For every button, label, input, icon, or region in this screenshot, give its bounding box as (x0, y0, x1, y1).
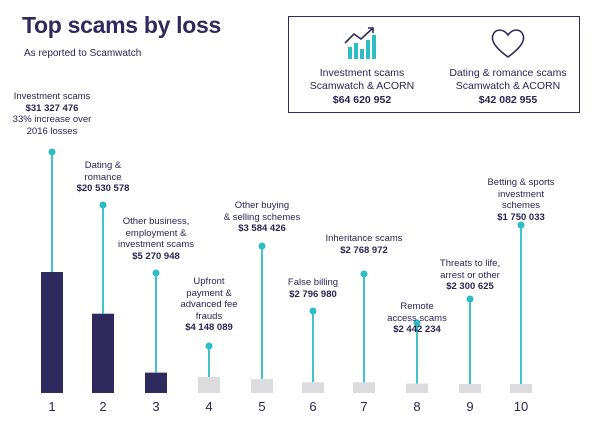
stem-dot-4 (205, 342, 213, 350)
bar-label-4: Upfront payment & advanced fee frauds $4 148… (180, 276, 237, 334)
stem-dot-7 (360, 270, 368, 278)
bar-5 (251, 379, 273, 393)
stem-dot-6 (309, 307, 317, 315)
bar-label-6: False billing $2 796 980 (288, 277, 338, 300)
bar-label-text: arrest or other (440, 269, 500, 281)
bar-label-7: Inheritance scams $2 768 972 (325, 233, 402, 256)
x-tick-label: 6 (309, 399, 317, 414)
bar-10 (510, 384, 532, 393)
summary-investment-line1: Investment scams (319, 67, 405, 79)
bar-label-text: frauds (195, 310, 223, 322)
summary-investment-amount: $64 620 952 (332, 94, 392, 106)
bar-amount: $2 768 972 (340, 244, 388, 256)
bar-label-text: payment & (186, 287, 232, 299)
x-tick-label: 3 (152, 399, 160, 414)
stem-dot-2 (99, 201, 107, 209)
bar-2 (92, 313, 114, 393)
x-tick-label: 2 (99, 399, 107, 414)
x-tick-label: 5 (258, 399, 266, 414)
stem-dot-9 (466, 295, 474, 303)
bar-amount: $3 584 426 (238, 223, 286, 234)
x-tick-label: 8 (413, 399, 421, 414)
bar-label-text: employment & (125, 227, 187, 239)
bar-annotation: 33% increase over (12, 114, 92, 125)
chart-growth-icon (344, 27, 376, 59)
bar-label-9: Threats to life, arrest or other $2 300 62… (440, 258, 500, 293)
bar-6 (302, 382, 324, 393)
bar-label-2: Dating & romance $20 530 578 (77, 160, 130, 195)
bar-label-text: Inheritance scams (325, 233, 403, 244)
bar-label-text: Upfront (193, 276, 225, 287)
x-tick-label: 10 (513, 399, 529, 414)
bar-label-text: access scams (387, 312, 447, 324)
bar-annotation: 2016 losses (26, 125, 78, 137)
summary-investment-line2: Scamwatch & ACORN (309, 80, 415, 92)
bar-8 (406, 383, 428, 393)
page-title: Top scams by loss (22, 12, 221, 38)
bar-9 (459, 384, 481, 393)
stem-dot-10 (517, 221, 525, 229)
bar-label-text: advanced fee (180, 299, 238, 310)
bar-label-text: False billing (287, 277, 339, 288)
bar-label-5: Other buying & selling schemes $3 584 426 (224, 200, 301, 235)
bar-label-text: investment schemes (498, 188, 544, 212)
x-tick-label: 4 (205, 399, 213, 414)
bar-amount: $2 442 234 (393, 324, 441, 335)
bar-1 (41, 272, 63, 393)
bar-label-8: Remote access scams $2 442 234 (387, 301, 447, 336)
stem-dot-8 (413, 319, 421, 327)
bar-label-text: & selling schemes (223, 211, 301, 223)
summary-romance-line2: Scamwatch & ACORN (455, 80, 561, 92)
summary-box: Investment scams Scamwatch & ACORN $64 6… (288, 16, 580, 113)
bar-amount: $31 327 476 (25, 102, 79, 114)
bar-label-text: Other business, (122, 216, 190, 227)
stem-dot-3 (152, 269, 160, 277)
summary-romance-amount: $42 082 955 (478, 94, 538, 106)
summary-investment: Investment scams Scamwatch & ACORN $64 6… (289, 23, 435, 107)
x-tick-label: 7 (360, 399, 368, 414)
bar-label-text: Investment scams (13, 91, 91, 102)
bar-amount: $5 270 948 (132, 250, 180, 262)
bar-amount: $1 750 033 (497, 211, 545, 223)
bar-label-text: Betting & sports (487, 177, 555, 188)
bar-label-3: Other business, employment & investment sc… (118, 216, 194, 262)
bar-amount: $2 796 980 (289, 288, 337, 300)
stem-dot-5 (258, 242, 266, 250)
bar-label-text: romance (84, 171, 122, 183)
bar-label-text: investment scams (117, 239, 195, 250)
bar-3 (145, 372, 167, 393)
bar-4 (198, 376, 220, 393)
bar-amount: $4 148 089 (185, 322, 233, 333)
bar-7 (353, 382, 375, 393)
stem-dot-1 (48, 148, 56, 156)
summary-romance-line1: Dating & romance scams (449, 67, 567, 79)
bar-label-text: Remote (400, 301, 434, 312)
x-tick-label: 9 (466, 399, 474, 414)
page-subtitle: As reported to Scamwatch (24, 48, 142, 59)
x-tick-label: 1 (48, 399, 56, 414)
bar-label-1: Investment scams $31 327 476 33% increase … (13, 91, 92, 137)
heart-icon (491, 29, 525, 58)
bar-label-text: Dating & (84, 160, 122, 171)
bar-label-10: Betting & sports investment schemes $1 750… (483, 177, 560, 223)
bar-label-text: Other buying (234, 200, 290, 211)
bar-amount: $20 530 578 (76, 183, 130, 194)
bar-label-text: Threats to life, (439, 258, 501, 269)
bar-amount: $2 300 625 (446, 281, 494, 292)
summary-romance: Dating & romance scams Scamwatch & ACORN… (435, 23, 581, 107)
